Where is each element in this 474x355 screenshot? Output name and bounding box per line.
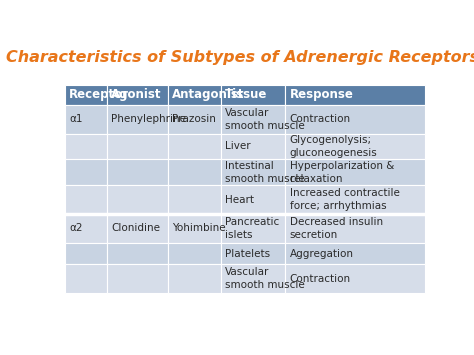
Bar [285,243,425,264]
Bar [285,85,425,105]
Bar [168,133,221,159]
Text: Increased contractile
force; arrhythmias: Increased contractile force; arrhythmias [290,188,400,211]
Bar [107,133,168,159]
Bar [65,133,107,159]
Bar [65,159,107,185]
Bar [221,159,285,185]
Text: Vascular
smooth muscle: Vascular smooth muscle [225,108,305,131]
Bar [221,214,285,243]
Bar [107,185,168,214]
Text: Response: Response [290,88,354,101]
Bar [285,185,425,214]
Bar [168,159,221,185]
Bar [65,243,107,264]
Bar [168,264,221,293]
Bar [107,105,168,133]
Bar [285,105,425,133]
Bar [107,264,168,293]
Bar [221,243,285,264]
Bar [221,185,285,214]
Bar [221,85,285,105]
Text: Liver: Liver [225,142,251,152]
Text: Platelets: Platelets [225,248,271,259]
Bar [168,105,221,133]
Text: Pancreatic
islets: Pancreatic islets [225,217,280,240]
Bar [168,214,221,243]
Text: Clonidine: Clonidine [111,224,160,234]
Bar [65,85,107,105]
Bar [168,85,221,105]
Text: Contraction: Contraction [290,274,351,284]
Bar [107,243,168,264]
Bar [221,105,285,133]
Bar [65,105,107,133]
Bar [107,85,168,105]
Bar [168,243,221,264]
Bar [221,264,285,293]
Bar [65,264,107,293]
Text: Receptor: Receptor [69,88,129,101]
Text: α1: α1 [69,114,82,124]
Text: Contraction: Contraction [290,114,351,124]
Bar [65,214,107,243]
Text: Agonist: Agonist [111,88,162,101]
Text: Prazosin: Prazosin [172,114,216,124]
Bar [285,133,425,159]
Text: Tissue: Tissue [225,88,268,101]
Text: Glycogenolysis;
gluconeogenesis: Glycogenolysis; gluconeogenesis [290,135,377,158]
Bar [285,214,425,243]
Bar [107,159,168,185]
Text: Decreased insulin
secretion: Decreased insulin secretion [290,217,383,240]
Text: Yohimbine: Yohimbine [172,224,226,234]
Bar [168,185,221,214]
Text: Aggregation: Aggregation [290,248,354,259]
Bar [285,264,425,293]
Bar [285,159,425,185]
Text: Hyperpolarization &
relaxation: Hyperpolarization & relaxation [290,161,394,184]
Text: Vascular
smooth muscle: Vascular smooth muscle [225,267,305,290]
Text: Phenylephrine: Phenylephrine [111,114,186,124]
Bar [221,133,285,159]
Text: Heart: Heart [225,195,254,204]
Bar [107,214,168,243]
Text: α2: α2 [69,224,82,234]
Text: Antagonist: Antagonist [172,88,245,101]
Text: Characteristics of Subtypes of Adrenergic Receptors: Characteristics of Subtypes of Adrenergi… [7,50,474,65]
Text: Intestinal
smooth muscle: Intestinal smooth muscle [225,161,305,184]
Bar [65,185,107,214]
